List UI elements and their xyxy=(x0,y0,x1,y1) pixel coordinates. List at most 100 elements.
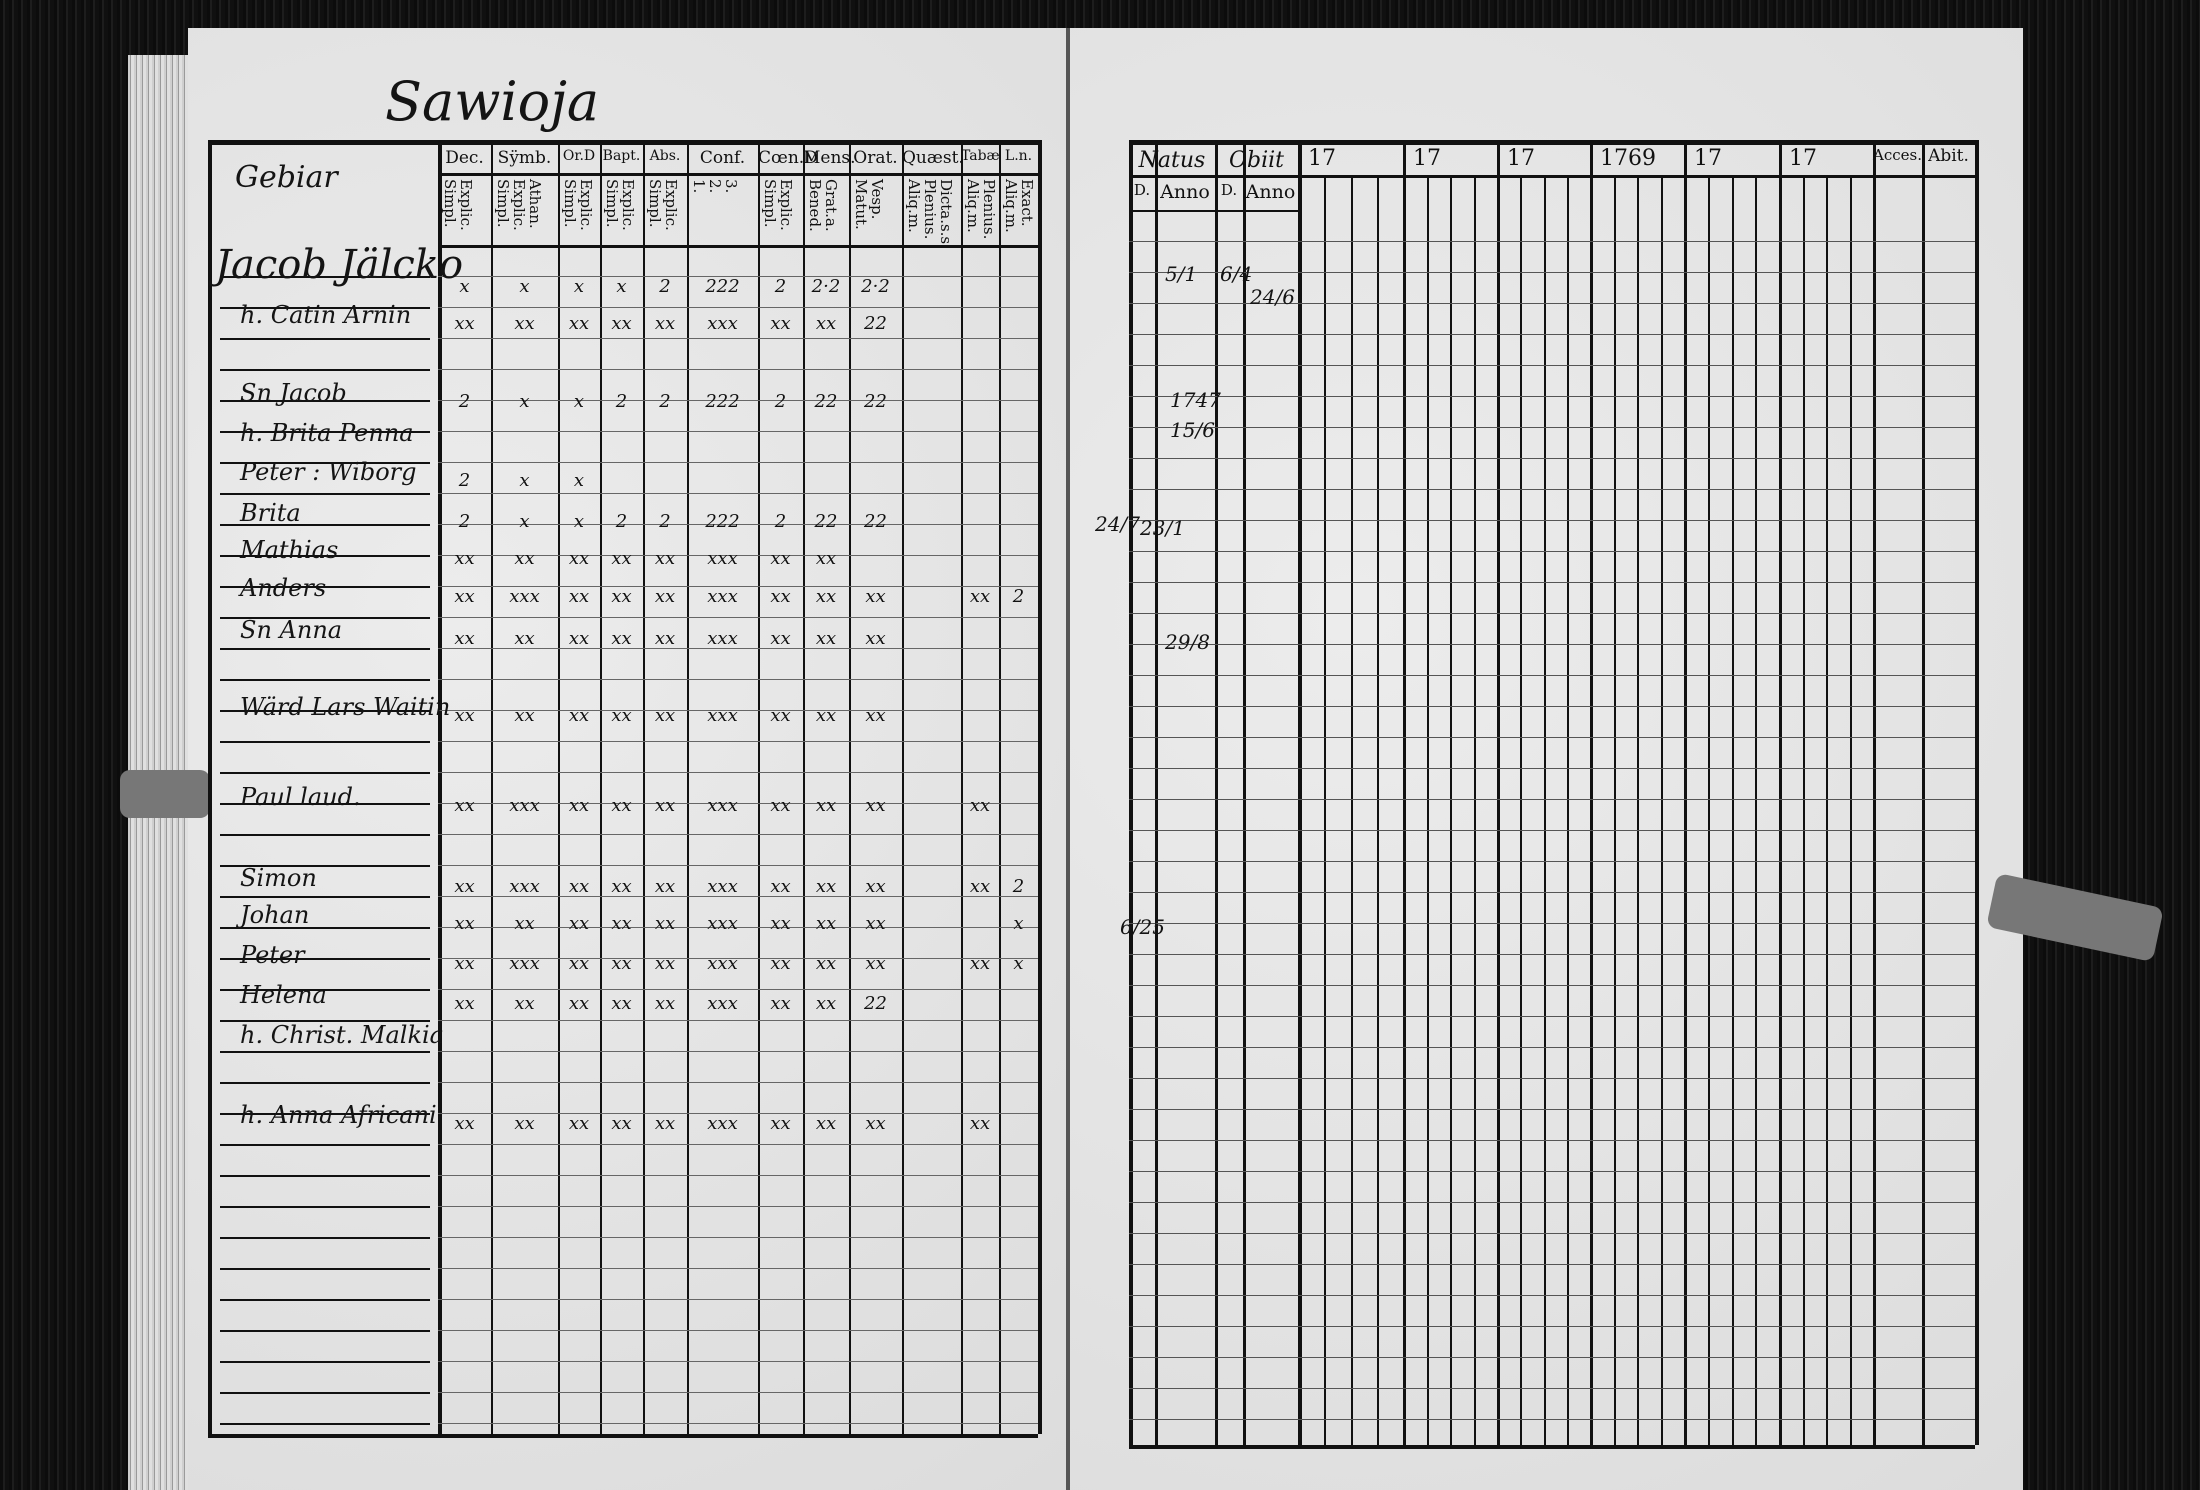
year-subcolumn-divider xyxy=(1826,175,1828,1445)
column-subheader: Explic. Simpl. xyxy=(603,179,637,231)
tally-mark: xxx xyxy=(707,586,738,607)
row-rule xyxy=(1129,613,1975,614)
column-divider xyxy=(1129,140,1133,1445)
column-header: Mens. xyxy=(803,148,856,168)
tally-mark: xxx xyxy=(509,795,540,816)
tally-mark: x xyxy=(573,470,585,491)
tally-mark: 2 xyxy=(659,391,671,412)
row-rule xyxy=(1129,830,1975,831)
book-gutter xyxy=(1066,28,1070,1490)
tally-mark: xx xyxy=(865,795,886,816)
column-header: Tabæ xyxy=(961,148,1000,164)
row-rule xyxy=(438,524,1038,525)
tally-mark: xx xyxy=(568,1113,590,1134)
tally-mark: xx xyxy=(654,628,676,649)
row-rule xyxy=(438,989,1038,990)
tally-mark: x xyxy=(519,470,530,491)
tally-mark: 2 xyxy=(774,511,787,532)
entry-name: Anders xyxy=(240,574,327,602)
column-header: Sÿmb. xyxy=(497,148,552,168)
tally-mark: xx xyxy=(770,628,791,649)
tally-mark: xx xyxy=(815,913,837,934)
row-rule xyxy=(220,1423,430,1425)
row-rule xyxy=(438,307,1038,308)
row-rule xyxy=(438,1144,1038,1145)
tally-mark: xx xyxy=(969,586,991,607)
tally-mark: xx xyxy=(568,705,590,726)
handwritten-note: 24/6 xyxy=(1250,285,1295,309)
row-rule xyxy=(1129,241,1975,242)
row-rule xyxy=(1129,458,1975,459)
row-rule xyxy=(220,710,430,712)
tally-mark: xx xyxy=(770,913,791,934)
handwritten-note: 24/7 xyxy=(1095,512,1140,536)
entry-name: Jacob Jälcko xyxy=(215,242,464,288)
tally-mark: x xyxy=(573,276,585,297)
page-tab-left xyxy=(120,770,210,818)
tally-mark: xx xyxy=(611,705,632,726)
year-subcolumn-divider xyxy=(1732,175,1734,1445)
table-bottom-border xyxy=(208,1434,1038,1438)
column-divider xyxy=(1497,140,1500,1445)
header-divider xyxy=(1129,210,1298,212)
row-rule xyxy=(220,1268,430,1270)
entry-name: Mathias xyxy=(240,536,339,564)
tally-mark: xx xyxy=(568,313,590,334)
tally-mark: 222 xyxy=(705,391,740,412)
row-rule xyxy=(1129,1357,1975,1358)
row-rule xyxy=(1129,1295,1975,1296)
row-rule xyxy=(220,462,430,464)
tally-mark: xx xyxy=(611,876,632,897)
column-subheader: Athan. Explic. Simpl. xyxy=(494,179,544,231)
year-header: 17 xyxy=(1789,146,1817,171)
row-rule xyxy=(1129,1171,1975,1172)
row-rule xyxy=(1129,1140,1975,1141)
row-rule xyxy=(438,462,1038,463)
column-divider xyxy=(1243,140,1246,1445)
tally-mark: xx xyxy=(654,913,676,934)
row-rule xyxy=(1129,551,1975,552)
row-rule xyxy=(438,803,1038,804)
column-divider xyxy=(1155,140,1158,1445)
row-rule xyxy=(438,276,1038,277)
tally-mark: xx xyxy=(865,705,886,726)
tally-mark: xx xyxy=(454,953,475,974)
tally-mark: xx xyxy=(969,953,991,974)
tally-mark: xx xyxy=(654,795,676,816)
tally-mark: xx xyxy=(454,313,475,334)
row-rule xyxy=(438,865,1038,866)
row-rule xyxy=(438,648,1038,649)
year-subcolumn-divider xyxy=(1614,175,1616,1445)
row-rule xyxy=(438,1113,1038,1114)
year-subcolumn-divider xyxy=(1427,175,1429,1445)
tally-mark: xx xyxy=(654,876,676,897)
tally-mark: xxx xyxy=(707,313,738,334)
row-rule xyxy=(220,493,430,495)
row-rule xyxy=(1129,427,1975,428)
column-divider xyxy=(902,140,904,1434)
row-rule xyxy=(1129,489,1975,490)
tally-mark: xx xyxy=(454,548,475,569)
column-header: Abs. xyxy=(649,148,681,164)
row-rule xyxy=(220,1299,430,1301)
entry-name: Sn Jacob xyxy=(240,379,347,407)
row-rule xyxy=(220,741,430,743)
header-divider xyxy=(438,245,1038,248)
column-subheader: Explic. Simpl. xyxy=(441,179,475,231)
tally-mark: xx xyxy=(770,953,791,974)
row-rule xyxy=(220,1237,430,1239)
row-rule xyxy=(220,772,430,774)
tally-mark: xx xyxy=(815,628,837,649)
tally-mark: xxx xyxy=(707,705,738,726)
column-divider xyxy=(491,140,493,1434)
column-divider xyxy=(643,140,645,1434)
tally-mark: xxx xyxy=(707,913,738,934)
row-rule xyxy=(220,338,430,340)
tally-mark: 2 xyxy=(774,391,787,412)
row-rule xyxy=(438,1237,1038,1238)
year-subcolumn-divider xyxy=(1637,175,1639,1445)
obiit-header: Obiit xyxy=(1228,148,1285,173)
column-subheader: Plenius. Aliq.m. xyxy=(964,179,998,240)
column-header: Dec. xyxy=(445,148,484,168)
year-subcolumn-divider xyxy=(1351,175,1353,1445)
